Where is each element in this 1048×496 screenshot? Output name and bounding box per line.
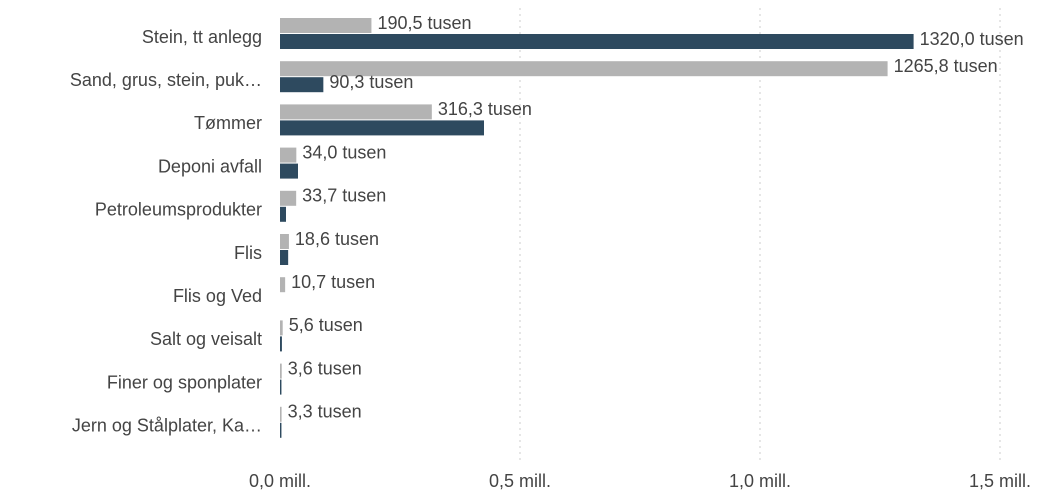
y-tick-label: Salt og veisalt [150,329,262,349]
data-label: 33,7 tusen [302,186,386,206]
y-tick-label: Stein, tt anlegg [142,27,262,47]
bar [280,320,283,336]
bar [280,163,298,179]
x-tick-label: 0,5 mill. [489,471,551,491]
bar [280,104,432,120]
data-label: 1320,0 tusen [920,29,1024,49]
data-label: 10,7 tusen [291,272,375,292]
bar [280,147,297,163]
bar [280,34,914,49]
data-label: 190,5 tusen [377,13,471,33]
bar [280,336,282,352]
bar [280,363,282,379]
bar [280,379,282,395]
bar [280,250,289,265]
bar [280,277,286,293]
bar [280,190,297,206]
y-tick-label: Finer og sponplater [107,372,262,392]
data-label: 5,6 tusen [289,315,363,335]
data-label: 316,3 tusen [438,99,532,119]
data-label: 3,6 tusen [288,358,362,378]
y-tick-label: Sand, grus, stein, puk… [70,70,262,90]
data-label: 90,3 tusen [329,72,413,92]
data-label: 1265,8 tusen [894,56,998,76]
y-tick-label: Flis og Ved [173,286,262,306]
y-tick-label: Tømmer [194,113,262,133]
bar [280,61,888,77]
data-label: 18,6 tusen [295,229,379,249]
y-tick-label: Jern og Stålplater, Ka… [72,416,262,436]
bar [280,422,282,438]
bar [280,77,324,93]
bar [280,234,289,249]
x-tick-label: 0,0 mill. [249,471,311,491]
y-tick-label: Petroleumsprodukter [95,200,262,220]
bar [280,406,282,422]
x-tick-label: 1,5 mill. [969,471,1031,491]
x-tick-label: 1,0 mill. [729,471,791,491]
y-tick-label: Flis [234,243,262,263]
y-tick-label: Deponi avfall [158,156,262,176]
bar [280,206,286,222]
data-label: 3,3 tusen [288,402,362,422]
bar [280,120,484,136]
data-label: 34,0 tusen [302,142,386,162]
bar [280,18,372,33]
